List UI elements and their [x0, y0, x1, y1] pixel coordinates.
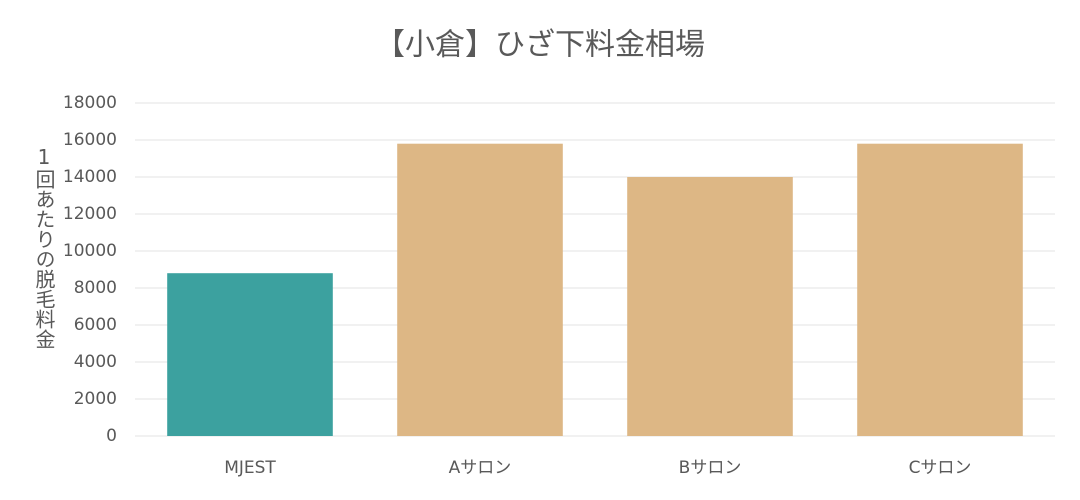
- x-tick-label: Cサロン: [909, 458, 972, 478]
- y-tick-label: 10000: [63, 241, 117, 261]
- y-tick-label: 14000: [63, 167, 117, 187]
- y-tick-label: 2000: [74, 389, 117, 409]
- y-axis-label: 1回あたりの脱毛料金: [32, 145, 56, 349]
- bar: [167, 273, 333, 436]
- y-tick-label: 16000: [63, 130, 117, 150]
- chart-title: 【小倉】ひざ下料金相場: [375, 28, 705, 63]
- x-tick-label: MJEST: [224, 458, 276, 478]
- bar: [857, 143, 1023, 436]
- x-tick-label: Bサロン: [679, 458, 742, 478]
- bar: [397, 143, 563, 436]
- y-tick-label: 4000: [74, 352, 117, 372]
- x-tick-label: Aサロン: [449, 458, 512, 478]
- bar: [627, 177, 793, 436]
- y-tick-label: 18000: [63, 93, 117, 113]
- y-tick-label: 12000: [63, 204, 117, 224]
- y-tick-label: 8000: [74, 278, 117, 298]
- y-tick-label: 6000: [74, 315, 117, 335]
- y-tick-label: 0: [106, 426, 117, 446]
